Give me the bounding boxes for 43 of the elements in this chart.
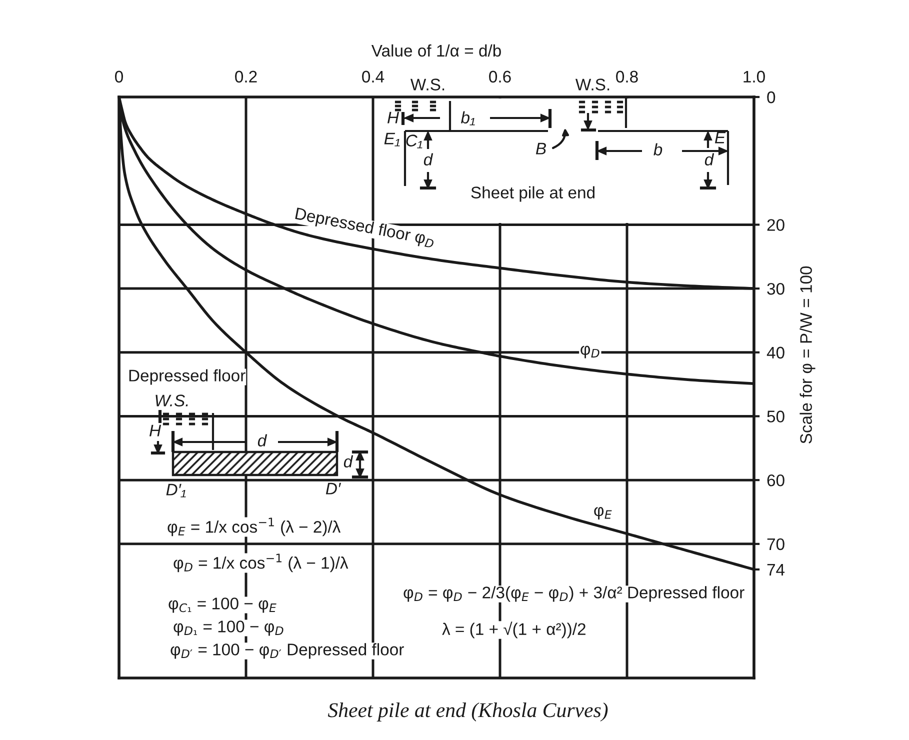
annotation: W.S. — [156, 394, 188, 406]
annotation: φ$_{C₁}$ = 100 − φ$_{E}$ — [168, 598, 276, 613]
y-tick-label: 0 — [767, 91, 776, 104]
y-tick-label: 70 — [767, 538, 784, 550]
y-tick-label: 40 — [766, 346, 784, 359]
annotation: Depressed floor — [129, 369, 246, 385]
annotation: E — [714, 132, 726, 144]
annotation: D′₁ — [166, 484, 186, 498]
x-tick-label: 0.4 — [362, 70, 384, 83]
annotation: C₁ — [406, 134, 422, 148]
annotation: d — [258, 434, 268, 446]
text: W.S. — [410, 78, 444, 90]
y-tick-label: 74 — [767, 564, 785, 576]
text: W.S. — [575, 78, 610, 90]
annotation: φ$_{D}$ = 1/x cos$^{−1}$ (λ − 1)/λ — [174, 554, 348, 572]
y-tick-label: 30 — [767, 282, 784, 295]
x-tick-label: 0 — [115, 70, 123, 83]
x-tick-label: 0.2 — [235, 70, 257, 83]
annotation: d — [424, 153, 434, 166]
annotation: H — [149, 424, 162, 436]
annotation: d — [344, 455, 354, 468]
text: Sheet pile at end (Khosla Curves) — [328, 702, 608, 722]
annotation: H — [387, 112, 400, 124]
series-label: φ$_{E}$ — [594, 507, 612, 520]
annotation: E₁ — [384, 132, 400, 146]
x-tick-label: 0.6 — [489, 70, 511, 83]
annotation: D′ — [326, 482, 342, 494]
y-tick-label: 20 — [767, 219, 784, 231]
annotation: φ$_{E}$ = 1/x cos$^{−1}$ (λ − 2)/λ — [168, 518, 341, 536]
annotation: φ$_{D′}$ = 100 − φ$_{D′}$ Depressed floor — [170, 643, 404, 659]
x-tick-label: 0.8 — [616, 70, 638, 83]
text: φ$_{D}$ = φ$_{D}$ − 2/3(φ$_{E}$ − φ$_{D}$) + 3/α² Depressed floor — [404, 586, 744, 602]
x-axis-title: Value of 1/α = d/b — [371, 44, 501, 57]
series-label: φ$_{D}$ — [580, 346, 600, 358]
y-tick-label: 60 — [767, 474, 784, 486]
x-tick-label: 1.0 — [744, 70, 765, 83]
annotation: λ = (1 + √(1 + α²))/2 — [442, 622, 586, 638]
legend-label: Depressed floor φ$_{D}$ — [294, 207, 436, 249]
y-tick-label: 50 — [767, 410, 784, 422]
annotation: φ$_{D₁}$ = 100 − φ$_{D}$ — [174, 620, 284, 636]
y-axis-title: Scale for φ = P/W = 100 — [800, 266, 816, 444]
annotation: Sheet pile at end — [471, 186, 594, 202]
annotation: b₁ — [460, 111, 475, 126]
